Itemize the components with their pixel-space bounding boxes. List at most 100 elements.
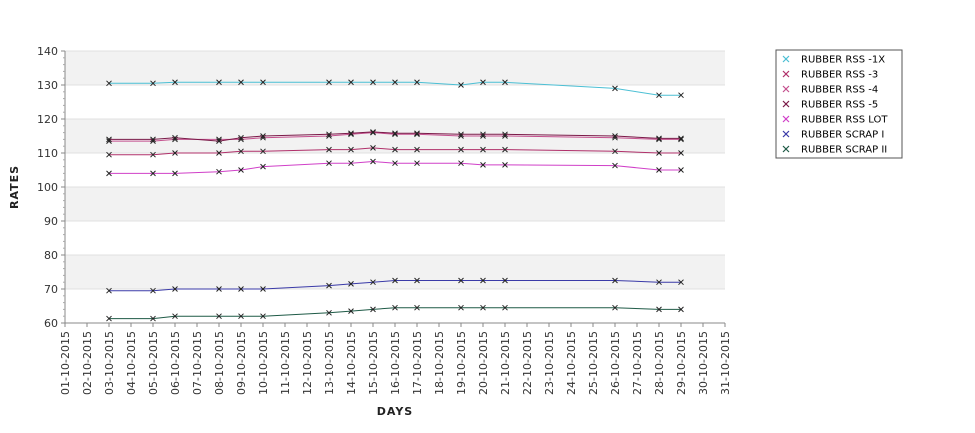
data-point	[414, 304, 420, 311]
data-point	[480, 146, 486, 153]
data-point	[656, 92, 662, 99]
data-point	[106, 80, 112, 87]
data-point	[502, 304, 508, 311]
data-point	[106, 136, 112, 143]
data-point	[392, 160, 398, 167]
data-point	[216, 138, 222, 144]
data-point	[348, 79, 354, 86]
data-point	[502, 146, 508, 153]
data-point	[414, 160, 420, 167]
data-point	[326, 79, 332, 86]
data-point	[370, 306, 376, 313]
data-point	[480, 79, 486, 86]
x-tick-label: 19-10-2015	[455, 331, 468, 395]
data-point	[106, 287, 112, 294]
data-point	[348, 131, 354, 138]
legend-item: RUBBER SCRAP I	[782, 130, 884, 141]
legend-label: RUBBER SCRAP I	[801, 130, 884, 141]
data-point	[260, 79, 266, 86]
y-axis: 60 70 80 90 100 110 120 130 140	[37, 45, 66, 330]
legend-label: RUBBER RSS -1X	[801, 55, 885, 66]
x-tick-label: 11-10-2015	[279, 331, 292, 395]
data-point	[612, 277, 618, 284]
x-tick-label: 07-10-2015	[191, 331, 204, 395]
x-tick-label: 03-10-2015	[103, 331, 116, 395]
data-point	[216, 79, 222, 86]
data-point	[480, 277, 486, 284]
y-tick-label: 70	[44, 283, 58, 296]
data-point	[150, 151, 156, 158]
x-tick-label: 24-10-2015	[565, 331, 578, 395]
x-axis: 01-10-2015 02-10-2015 03-10-2015 04-10-2015…	[59, 322, 732, 395]
data-point	[238, 286, 244, 292]
data-point	[172, 313, 178, 320]
data-point	[480, 162, 486, 168]
background-band	[65, 153, 725, 187]
y-tick-label: 130	[37, 79, 58, 92]
data-point	[612, 148, 618, 155]
data-point	[656, 136, 662, 143]
data-point	[326, 146, 332, 153]
data-point	[612, 85, 618, 92]
data-point	[392, 146, 398, 153]
data-point	[612, 162, 618, 169]
background-band	[65, 187, 725, 221]
x-tick-label: 29-10-2015	[675, 331, 688, 395]
data-point	[656, 135, 662, 142]
data-point	[392, 130, 398, 137]
data-point	[678, 306, 684, 313]
data-point	[656, 306, 662, 313]
data-point	[238, 148, 244, 155]
data-point	[392, 304, 398, 311]
data-point	[238, 313, 244, 320]
x-tick-label: 20-10-2015	[477, 331, 490, 395]
data-point	[260, 286, 266, 292]
data-point	[106, 170, 112, 177]
data-point	[414, 79, 420, 86]
data-point	[172, 79, 178, 86]
data-point	[150, 80, 156, 87]
data-point	[260, 133, 266, 139]
legend-label: RUBBER RSS -5	[801, 100, 878, 111]
data-point	[392, 277, 398, 284]
data-point	[238, 134, 244, 141]
x-tick-label: 30-10-2015	[697, 331, 710, 395]
data-point	[348, 308, 354, 314]
series-group	[106, 145, 684, 158]
data-point	[348, 160, 354, 167]
data-point	[348, 146, 354, 153]
legend-label: RUBBER RSS -3	[801, 70, 878, 81]
series-group	[106, 277, 684, 294]
background-band	[65, 51, 725, 85]
legend-item: RUBBER RSS -3	[782, 70, 878, 81]
data-point	[106, 151, 112, 158]
x-tick-label: 28-10-2015	[653, 331, 666, 395]
x-tick-label: 01-10-2015	[59, 331, 72, 395]
y-tick-label: 120	[37, 113, 58, 126]
legend-label: RUBBER SCRAP II	[801, 145, 887, 156]
data-point	[238, 79, 244, 86]
data-point	[150, 170, 156, 177]
legend-label: RUBBER RSS LOT	[801, 115, 888, 126]
y-tick-label: 110	[37, 147, 58, 160]
legend-item: RUBBER RSS LOT	[782, 115, 888, 126]
data-point	[238, 167, 244, 173]
data-point	[348, 281, 354, 287]
data-point	[458, 304, 464, 311]
data-point	[216, 168, 222, 175]
x-tick-label: 08-10-2015	[213, 331, 226, 395]
data-point	[678, 92, 684, 99]
x-tick-label: 13-10-2015	[323, 331, 336, 395]
data-point	[172, 134, 178, 141]
data-point	[216, 150, 222, 156]
series-group	[106, 129, 684, 144]
y-tick-label: 90	[44, 215, 58, 228]
legend-label: RUBBER RSS -4	[801, 85, 878, 96]
y-tick-label: 60	[44, 317, 58, 330]
legend-item: RUBBER RSS -5	[782, 100, 878, 111]
data-point	[502, 131, 508, 138]
x-tick-label: 18-10-2015	[433, 331, 446, 395]
data-point	[612, 304, 618, 311]
data-point	[392, 79, 398, 86]
